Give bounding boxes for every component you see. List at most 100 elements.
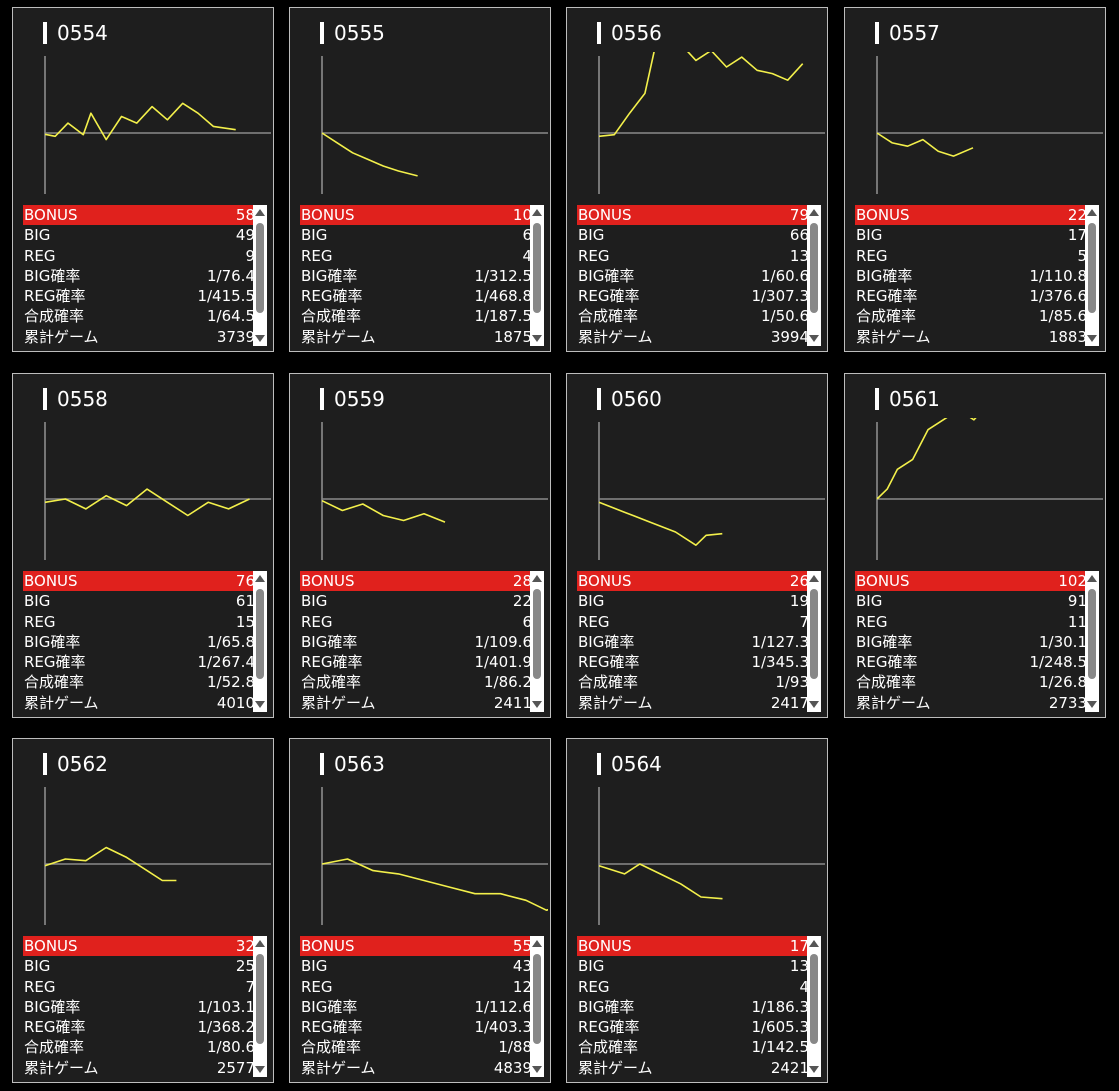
scroll-thumb[interactable] xyxy=(1088,223,1096,313)
scroll-up-icon[interactable] xyxy=(255,209,265,216)
big-row: BIG 19 xyxy=(577,591,815,611)
machine-card-0554[interactable]: 0554 BONUS 58 BIG 49 REG 9 BIG確率 1/76.4 REG確率 1/41… xyxy=(12,7,274,352)
stats-scrollbar[interactable] xyxy=(530,205,544,346)
machine-card-0561[interactable]: 0561 BONUS 102 BIG 91 REG 11 BIG確率 1/30.1 REG確率 1/… xyxy=(844,373,1106,718)
scroll-up-icon[interactable] xyxy=(1087,575,1097,582)
games-row-label: 累計ゲーム xyxy=(301,327,376,346)
scroll-thumb[interactable] xyxy=(256,589,264,679)
reg-row-label: REG xyxy=(301,977,333,996)
stats-scrollbar[interactable] xyxy=(807,936,821,1077)
big-rate-row: BIG確率 1/110.8 xyxy=(855,266,1093,286)
bonus-row-value: 55 xyxy=(512,937,532,955)
big-rate-row: BIG確率 1/127.3 xyxy=(577,632,815,652)
scroll-up-icon[interactable] xyxy=(809,209,819,216)
stats-scrollbar[interactable] xyxy=(530,571,544,712)
scroll-thumb[interactable] xyxy=(533,954,541,1044)
machine-card-0559[interactable]: 0559 BONUS 28 BIG 22 REG 6 BIG確率 1/109.6 REG確率 1/4… xyxy=(289,373,551,718)
bonus-row-label: BONUS xyxy=(578,937,632,955)
big-row-value: 91 xyxy=(1067,592,1087,611)
big-row-value: 25 xyxy=(235,957,255,976)
scroll-down-icon[interactable] xyxy=(532,335,542,342)
big-rate-row-value: 1/127.3 xyxy=(751,632,809,651)
scroll-down-icon[interactable] xyxy=(1087,335,1097,342)
scroll-up-icon[interactable] xyxy=(1087,209,1097,216)
games-row-value: 1875 xyxy=(493,327,532,346)
scroll-down-icon[interactable] xyxy=(1087,701,1097,708)
machine-card-0557[interactable]: 0557 BONUS 22 BIG 17 REG 5 BIG確率 1/110.8 REG確率 1/3… xyxy=(844,7,1106,352)
total-rate-row-label: 合成確率 xyxy=(301,673,362,692)
scroll-down-icon[interactable] xyxy=(809,701,819,708)
scroll-up-icon[interactable] xyxy=(532,940,542,947)
reg-row-value: 5 xyxy=(1077,246,1087,265)
big-row-label: BIG xyxy=(24,957,51,976)
big-row: BIG 13 xyxy=(577,956,815,976)
scroll-thumb[interactable] xyxy=(256,954,264,1044)
stats-scrollbar[interactable] xyxy=(807,205,821,346)
scroll-down-icon[interactable] xyxy=(255,701,265,708)
total-rate-row-label: 合成確率 xyxy=(24,673,85,692)
payout-line xyxy=(44,488,250,517)
total-rate-row: 合成確率 1/52.8 xyxy=(23,672,261,692)
machine-card-0558[interactable]: 0558 BONUS 76 BIG 61 REG 15 BIG確率 1/65.8 REG確率 1/2… xyxy=(12,373,274,718)
machine-card-0563[interactable]: 0563 BONUS 55 BIG 43 REG 12 BIG確率 1/112.6 REG確率 1/… xyxy=(289,738,551,1083)
scroll-thumb[interactable] xyxy=(810,223,818,313)
reg-rate-row: REG確率 1/605.3 xyxy=(577,1017,815,1037)
machine-card-0555[interactable]: 0555 BONUS 10 BIG 6 REG 4 BIG確率 1/312.5 REG確率 1/46… xyxy=(289,7,551,352)
big-rate-row-label: BIG確率 xyxy=(578,266,635,285)
scroll-up-icon[interactable] xyxy=(532,209,542,216)
reg-row: REG 12 xyxy=(300,977,538,997)
total-rate-row-value: 1/80.6 xyxy=(207,1038,255,1057)
big-rate-row-label: BIG確率 xyxy=(301,997,358,1016)
scroll-down-icon[interactable] xyxy=(255,335,265,342)
scroll-down-icon[interactable] xyxy=(532,701,542,708)
stats-scrollbar[interactable] xyxy=(807,571,821,712)
scroll-down-icon[interactable] xyxy=(809,335,819,342)
machine-card-0560[interactable]: 0560 BONUS 26 BIG 19 REG 7 BIG確率 1/127.3 REG確率 1/3… xyxy=(566,373,828,718)
bonus-row: BONUS 28 xyxy=(300,571,538,592)
reg-rate-row-value: 1/403.3 xyxy=(474,1018,532,1037)
scroll-up-icon[interactable] xyxy=(255,940,265,947)
scroll-down-icon[interactable] xyxy=(532,1066,542,1073)
scroll-up-icon[interactable] xyxy=(809,940,819,947)
stats-scrollbar[interactable] xyxy=(253,936,267,1077)
games-row: 累計ゲーム 2421 xyxy=(577,1058,815,1078)
stats-table: BONUS 10 BIG 6 REG 4 BIG確率 1/312.5 REG確率 1/468.8 合… xyxy=(300,205,538,346)
stats-scrollbar[interactable] xyxy=(253,571,267,712)
payout-line xyxy=(321,499,446,523)
games-row: 累計ゲーム 3739 xyxy=(23,327,261,347)
stats-scrollbar[interactable] xyxy=(530,936,544,1077)
reg-row: REG 7 xyxy=(577,612,815,632)
scroll-thumb[interactable] xyxy=(810,589,818,679)
machine-card-0556[interactable]: 0556 BONUS 79 BIG 66 REG 13 BIG確率 1/60.6 REG確率 1/3… xyxy=(566,7,828,352)
total-rate-row-label: 合成確率 xyxy=(301,307,362,326)
scroll-thumb[interactable] xyxy=(810,954,818,1044)
payout-line xyxy=(44,846,177,882)
total-rate-row-label: 合成確率 xyxy=(856,307,917,326)
scroll-thumb[interactable] xyxy=(533,223,541,313)
scroll-thumb[interactable] xyxy=(533,589,541,679)
games-row: 累計ゲーム 1875 xyxy=(300,327,538,347)
scroll-down-icon[interactable] xyxy=(809,1066,819,1073)
big-rate-row-value: 1/109.6 xyxy=(474,632,532,651)
scroll-down-icon[interactable] xyxy=(255,1066,265,1073)
big-rate-row-label: BIG確率 xyxy=(578,632,635,651)
bonus-row-value: 58 xyxy=(235,206,255,224)
reg-rate-row-value: 1/605.3 xyxy=(751,1018,809,1037)
games-row-value: 2417 xyxy=(770,693,809,712)
scroll-up-icon[interactable] xyxy=(809,575,819,582)
big-rate-row-label: BIG確率 xyxy=(856,632,913,651)
big-row: BIG 17 xyxy=(855,225,1093,245)
bonus-row: BONUS 10 xyxy=(300,205,538,226)
machine-card-0562[interactable]: 0562 BONUS 32 BIG 25 REG 7 BIG確率 1/103.1 REG確率 1/3… xyxy=(12,738,274,1083)
stats-scrollbar[interactable] xyxy=(1085,571,1099,712)
big-rate-row-label: BIG確率 xyxy=(301,266,358,285)
scroll-thumb[interactable] xyxy=(256,223,264,313)
machine-card-0564[interactable]: 0564 BONUS 17 BIG 13 REG 4 BIG確率 1/186.3 REG確率 1/6… xyxy=(566,738,828,1083)
stats-scrollbar[interactable] xyxy=(1085,205,1099,346)
scroll-up-icon[interactable] xyxy=(532,575,542,582)
payout-graph xyxy=(598,787,825,925)
scroll-up-icon[interactable] xyxy=(255,575,265,582)
games-row-label: 累計ゲーム xyxy=(24,1058,99,1077)
stats-scrollbar[interactable] xyxy=(253,205,267,346)
scroll-thumb[interactable] xyxy=(1088,589,1096,679)
